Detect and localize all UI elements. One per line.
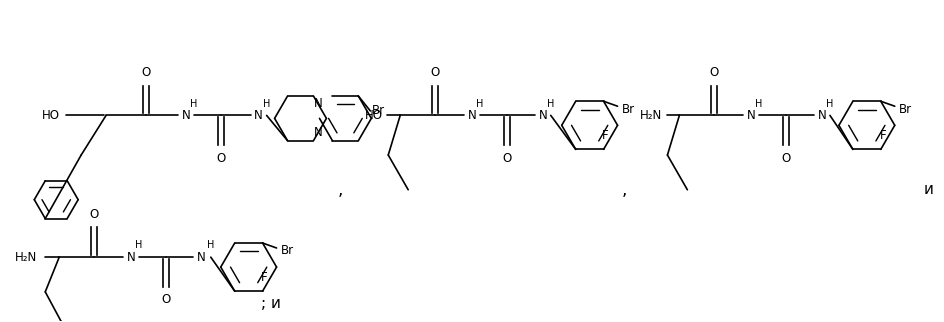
Text: O: O — [90, 208, 99, 221]
Text: Br: Br — [621, 103, 634, 116]
Text: H: H — [135, 240, 143, 250]
Text: H₂N: H₂N — [639, 109, 662, 122]
Text: Br: Br — [372, 104, 385, 118]
Text: и: и — [924, 182, 934, 197]
Text: ,: , — [338, 181, 343, 199]
Text: F: F — [602, 129, 609, 142]
Text: N: N — [196, 251, 205, 264]
Text: Br: Br — [280, 244, 294, 258]
Text: N: N — [747, 109, 755, 122]
Text: HO: HO — [365, 109, 383, 122]
Text: O: O — [710, 66, 719, 79]
Text: N: N — [538, 109, 548, 122]
Text: N: N — [818, 109, 826, 122]
Text: N: N — [314, 98, 323, 110]
Text: H: H — [263, 99, 270, 109]
Text: H: H — [755, 99, 763, 109]
Text: O: O — [430, 66, 440, 79]
Text: H: H — [826, 99, 834, 109]
Text: H: H — [548, 99, 554, 109]
Text: O: O — [216, 152, 226, 165]
Text: O: O — [161, 293, 171, 306]
Text: O: O — [142, 66, 151, 79]
Text: H: H — [477, 99, 483, 109]
Text: N: N — [254, 109, 263, 122]
Text: F: F — [880, 129, 886, 142]
Text: Br: Br — [899, 103, 912, 116]
Text: O: O — [782, 152, 791, 165]
Text: N: N — [314, 126, 323, 139]
Text: HO: HO — [42, 109, 60, 122]
Text: H: H — [190, 99, 197, 109]
Text: F: F — [261, 271, 268, 284]
Text: N: N — [181, 109, 191, 122]
Text: H₂N: H₂N — [15, 251, 38, 264]
Text: N: N — [126, 251, 135, 264]
Text: ,: , — [622, 181, 627, 199]
Text: O: O — [502, 152, 512, 165]
Text: H: H — [207, 240, 214, 250]
Text: ; и: ; и — [261, 296, 280, 311]
Text: N: N — [467, 109, 477, 122]
